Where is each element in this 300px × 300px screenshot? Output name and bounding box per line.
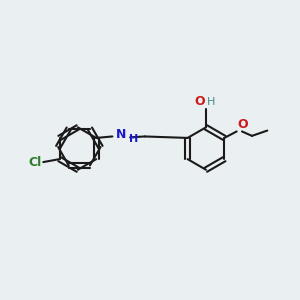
Text: N: N	[116, 128, 126, 142]
Text: H: H	[129, 134, 138, 144]
Text: O: O	[195, 94, 206, 108]
Text: O: O	[237, 118, 248, 131]
Text: Cl: Cl	[28, 156, 41, 169]
Text: H: H	[207, 97, 215, 107]
